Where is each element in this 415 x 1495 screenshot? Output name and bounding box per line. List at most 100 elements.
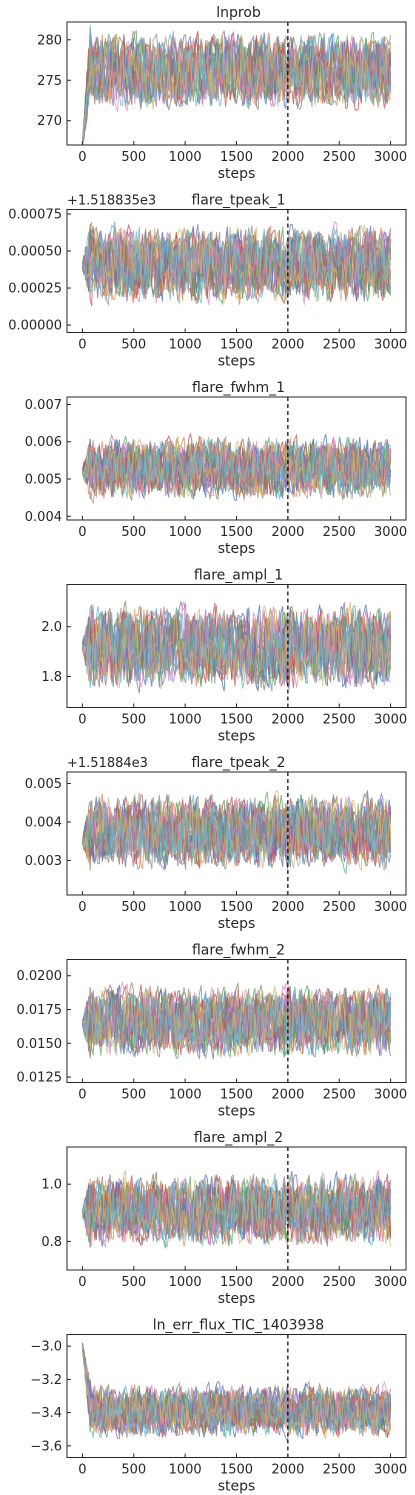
walker-line-17: [81, 982, 392, 1060]
y-tick-label: 0.00000: [8, 319, 62, 334]
walker-line-19: [82, 436, 391, 497]
y-tick-label: 270: [37, 114, 62, 129]
panel-title: flare_fwhm_1: [192, 380, 285, 396]
x-tick-label: 2500: [323, 1275, 356, 1290]
y-tick-label: 0.003: [25, 854, 62, 869]
x-tick-label: 1500: [220, 1463, 253, 1478]
x-tick-label: 2500: [323, 525, 356, 540]
x-tick-label: 2000: [271, 1463, 304, 1478]
x-tick-label: 500: [121, 525, 146, 540]
x-tick-label: 1000: [169, 713, 202, 728]
x-tick-label: 2000: [271, 1088, 304, 1103]
y-tick-label: −3.2: [30, 1373, 62, 1388]
walker-traces: [81, 1169, 392, 1249]
panel-title: lnprob: [216, 5, 261, 21]
y-tick-label: 0.004: [25, 815, 62, 830]
x-tick-label: 2500: [323, 900, 356, 915]
x-tick-label: 2500: [323, 713, 356, 728]
x-tick-label: 3000: [374, 150, 407, 165]
y-tick-label: 0.006: [25, 435, 62, 450]
panel-title: flare_fwhm_2: [192, 943, 285, 959]
x-tick-label: 1500: [220, 525, 253, 540]
walker-line-19: [81, 792, 392, 869]
y-tick-label: 0.00075: [8, 207, 62, 222]
walker-line-19: [82, 33, 392, 145]
y-tick-label: 0.004: [25, 510, 62, 525]
y-offset-label: +1.518835e3: [67, 194, 156, 209]
x-tick-label: 2000: [271, 338, 304, 353]
x-tick-label: 1000: [169, 338, 202, 353]
panel-title: flare_ampl_1: [194, 568, 283, 584]
x-tick-label: 2500: [323, 1088, 356, 1103]
walker-traces: [81, 789, 392, 876]
x-tick-label: 0: [78, 900, 86, 915]
x-tick-label: 3000: [374, 713, 407, 728]
x-tick-label: 500: [121, 1463, 146, 1478]
y-tick-label: 0.0125: [17, 1071, 63, 1086]
x-tick-label: 1000: [169, 1275, 202, 1290]
walker-line-19: [81, 1174, 392, 1247]
x-tick-label: 2000: [271, 713, 304, 728]
walker-line-18: [81, 797, 392, 869]
y-tick-label: 0.005: [25, 777, 62, 792]
walker-traces: [81, 981, 392, 1060]
x-axis-label: steps: [218, 1291, 256, 1307]
trace-panel-1: 0 500 1000 1500 2000 2500 3000 270 275 280 lnprob s…: [37, 5, 407, 182]
trace-panel-2: 0 500 1000 1500 2000 2500 3000 0.00000 0.00025 0.…: [8, 193, 407, 370]
x-tick-label: 2000: [271, 900, 304, 915]
x-tick-label: 2500: [323, 1463, 356, 1478]
trace-panel-4: 0 500 1000 1500 2000 2500 3000 1.8 2.0 flare_ampl…: [41, 568, 407, 745]
panel-title: flare_tpeak_2: [191, 755, 285, 771]
walker-line-18: [81, 985, 392, 1059]
y-tick-label: 1.0: [41, 1178, 62, 1193]
y-tick-label: 280: [37, 33, 62, 48]
x-tick-label: 1000: [169, 1088, 202, 1103]
panel-title: ln_err_flux_TIC_1403938: [153, 1318, 324, 1334]
walker-line-20: [81, 1173, 392, 1248]
walker-line-20: [81, 24, 392, 145]
walker-line-18: [82, 437, 392, 500]
walker-line-16: [82, 35, 392, 145]
x-tick-label: 500: [121, 338, 146, 353]
panel-title: flare_tpeak_1: [191, 193, 285, 209]
x-tick-label: 500: [121, 1275, 146, 1290]
x-tick-label: 1500: [220, 150, 253, 165]
x-tick-label: 0: [78, 338, 86, 353]
y-tick-label: 0.007: [25, 398, 62, 413]
y-tick-label: 2.0: [41, 620, 62, 635]
x-tick-label: 3000: [374, 338, 407, 353]
x-tick-label: 2000: [271, 150, 304, 165]
y-tick-label: −3.6: [30, 1439, 62, 1454]
x-axis-label: steps: [218, 354, 256, 370]
x-tick-label: 0: [78, 1463, 86, 1478]
x-axis-label: steps: [218, 1479, 256, 1495]
x-tick-label: 3000: [374, 525, 407, 540]
walker-line-20: [81, 988, 392, 1055]
x-tick-label: 500: [121, 1088, 146, 1103]
trace-panel-5: 0 500 1000 1500 2000 2500 3000 0.003 0.004 0.005 f…: [25, 755, 407, 932]
x-axis-label: steps: [218, 1104, 256, 1120]
walker-line-18: [81, 225, 392, 306]
x-tick-label: 0: [78, 713, 86, 728]
x-tick-label: 1000: [169, 525, 202, 540]
walker-line-20: [82, 610, 392, 689]
y-tick-label: 0.0200: [17, 969, 63, 984]
x-tick-label: 1500: [220, 1088, 253, 1103]
panel-title: flare_ampl_2: [194, 1130, 283, 1146]
trace-panel-6: 0 500 1000 1500 2000 2500 3000 0.0125 0.0150 0.01…: [17, 943, 408, 1120]
x-tick-label: 500: [121, 713, 146, 728]
x-tick-label: 0: [78, 1088, 86, 1103]
y-tick-label: −3.4: [30, 1406, 62, 1421]
x-tick-label: 1500: [220, 713, 253, 728]
x-tick-label: 0: [78, 150, 86, 165]
x-tick-label: 3000: [374, 1088, 407, 1103]
x-tick-label: 3000: [374, 1463, 407, 1478]
y-tick-label: 0.00025: [8, 282, 62, 297]
x-tick-label: 1500: [220, 1275, 253, 1290]
y-tick-label: 0.005: [25, 473, 62, 488]
x-tick-label: 500: [121, 900, 146, 915]
x-tick-label: 0: [78, 525, 86, 540]
trace-panel-8: 0 500 1000 1500 2000 2500 3000 −3.6 −3.4 −3.2 −3.0…: [30, 1318, 407, 1495]
trace-panel-7: 0 500 1000 1500 2000 2500 3000 0.8 1.0 flare_ampl…: [41, 1130, 407, 1307]
